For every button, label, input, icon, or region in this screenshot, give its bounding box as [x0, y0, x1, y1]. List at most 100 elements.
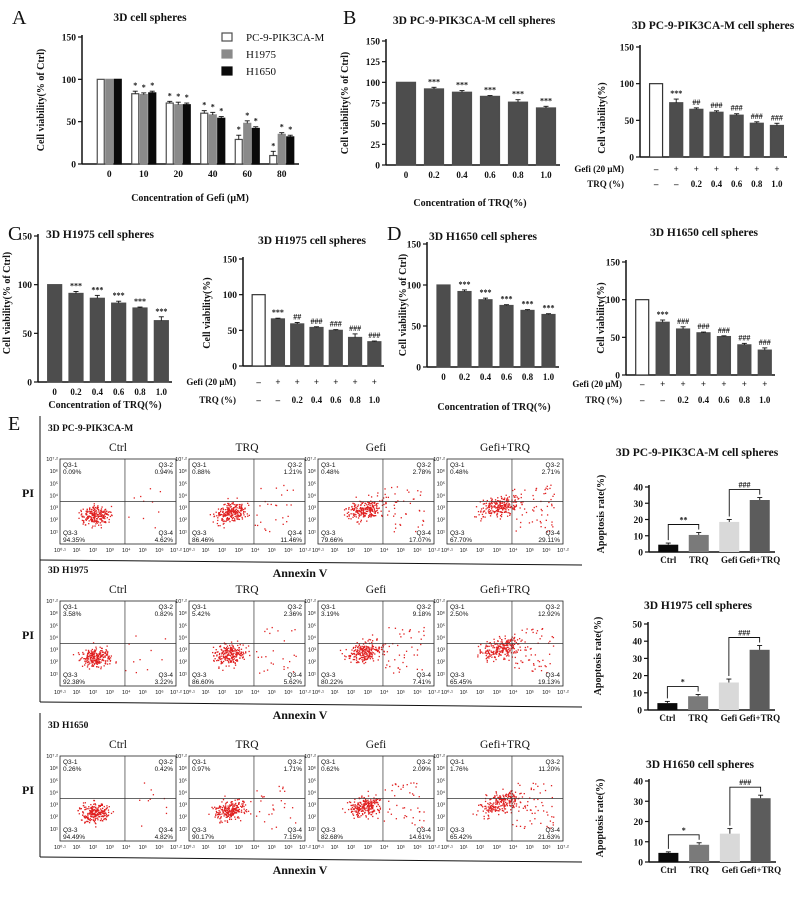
event-dot — [493, 641, 496, 643]
event-dot — [99, 658, 101, 660]
event-dot — [360, 814, 362, 817]
event-dot — [101, 651, 103, 653]
event-dot — [107, 656, 109, 658]
event-dot — [409, 502, 412, 505]
significance-mark: ### — [311, 317, 323, 326]
event-dot — [485, 805, 487, 808]
event-dot — [227, 652, 229, 654]
event-dot — [548, 642, 550, 644]
flow-y-tick: 10⁶ — [179, 468, 187, 475]
event-dot — [232, 809, 234, 811]
event-dot — [99, 812, 101, 814]
event-dot — [218, 806, 221, 808]
event-dot — [87, 659, 89, 661]
flow-x-tick: 10⁴ — [251, 844, 260, 851]
event-dot — [530, 788, 532, 791]
event-dot — [501, 799, 503, 801]
event-dot — [485, 646, 487, 648]
event-dot — [235, 508, 237, 511]
event-dot — [482, 806, 484, 808]
event-dot — [92, 656, 95, 659]
event-dot — [371, 807, 374, 810]
quadrant-q1-value: 1.76% — [450, 766, 469, 773]
event-dot — [501, 507, 503, 509]
event-dot — [364, 804, 366, 807]
event-dot — [505, 648, 507, 651]
quadrant-q1-value: 3.19% — [321, 611, 340, 618]
flow-y-tick: 10⁴ — [50, 634, 59, 641]
event-dot — [510, 790, 512, 792]
event-dot — [104, 513, 106, 515]
event-dot — [93, 660, 95, 662]
event-dot — [97, 660, 99, 662]
flow-x-tick: 10⁰·¹ — [183, 844, 195, 851]
event-dot — [246, 513, 248, 515]
event-dot — [90, 656, 92, 659]
event-dot — [256, 524, 259, 527]
event-dot — [365, 800, 367, 803]
event-dot — [90, 807, 92, 809]
event-dot — [103, 813, 106, 815]
event-dot — [530, 654, 532, 656]
event-dot — [225, 520, 227, 523]
event-dot — [371, 654, 374, 656]
event-dot — [488, 502, 491, 504]
event-dot — [351, 649, 353, 651]
flow-events — [343, 486, 425, 533]
event-dot — [103, 665, 105, 667]
event-dot — [98, 511, 100, 513]
event-dot — [370, 515, 372, 517]
event-dot — [102, 651, 104, 653]
event-dot — [99, 522, 101, 524]
legend-label: H1650 — [246, 66, 276, 78]
event-dot — [521, 796, 524, 798]
event-dot — [380, 648, 383, 651]
significance-mark: ### — [738, 333, 750, 342]
event-dot — [487, 809, 490, 811]
event-dot — [413, 782, 415, 784]
event-dot — [88, 515, 90, 517]
event-dot — [243, 812, 246, 815]
event-dot — [229, 644, 231, 647]
event-dot — [234, 811, 236, 813]
event-dot — [359, 648, 361, 651]
flow-x-tick: 10² — [476, 548, 484, 554]
event-dot — [220, 816, 222, 818]
event-dot — [421, 524, 424, 526]
event-dot — [480, 643, 482, 646]
quadrant-name: Q3-3 — [321, 827, 336, 834]
event-dot — [97, 819, 99, 821]
event-dot — [487, 505, 490, 507]
event-dot — [231, 653, 233, 655]
event-dot — [403, 633, 405, 635]
event-dot — [225, 647, 228, 649]
event-dot — [82, 804, 85, 807]
event-dot — [232, 510, 234, 512]
event-dot — [507, 651, 509, 654]
event-dot — [350, 513, 352, 515]
event-dot — [500, 497, 503, 500]
event-dot — [343, 514, 346, 516]
event-dot — [227, 808, 229, 810]
bar-h1975 — [139, 93, 148, 165]
event-dot — [87, 814, 89, 816]
event-dot — [370, 799, 372, 801]
event-dot — [234, 503, 236, 506]
event-dot — [208, 813, 210, 815]
event-dot — [506, 805, 508, 807]
event-dot — [227, 814, 229, 816]
event-dot — [512, 646, 515, 648]
event-dot — [83, 516, 85, 518]
event-dot — [485, 654, 487, 657]
event-dot — [423, 510, 425, 512]
event-dot — [552, 645, 555, 647]
event-dot — [93, 656, 96, 658]
event-dot — [365, 656, 367, 658]
event-dot — [488, 657, 490, 659]
event-dot — [95, 826, 97, 828]
event-dot — [226, 657, 228, 659]
event-dot — [550, 827, 552, 829]
event-dot — [541, 627, 544, 630]
event-dot — [526, 628, 528, 630]
